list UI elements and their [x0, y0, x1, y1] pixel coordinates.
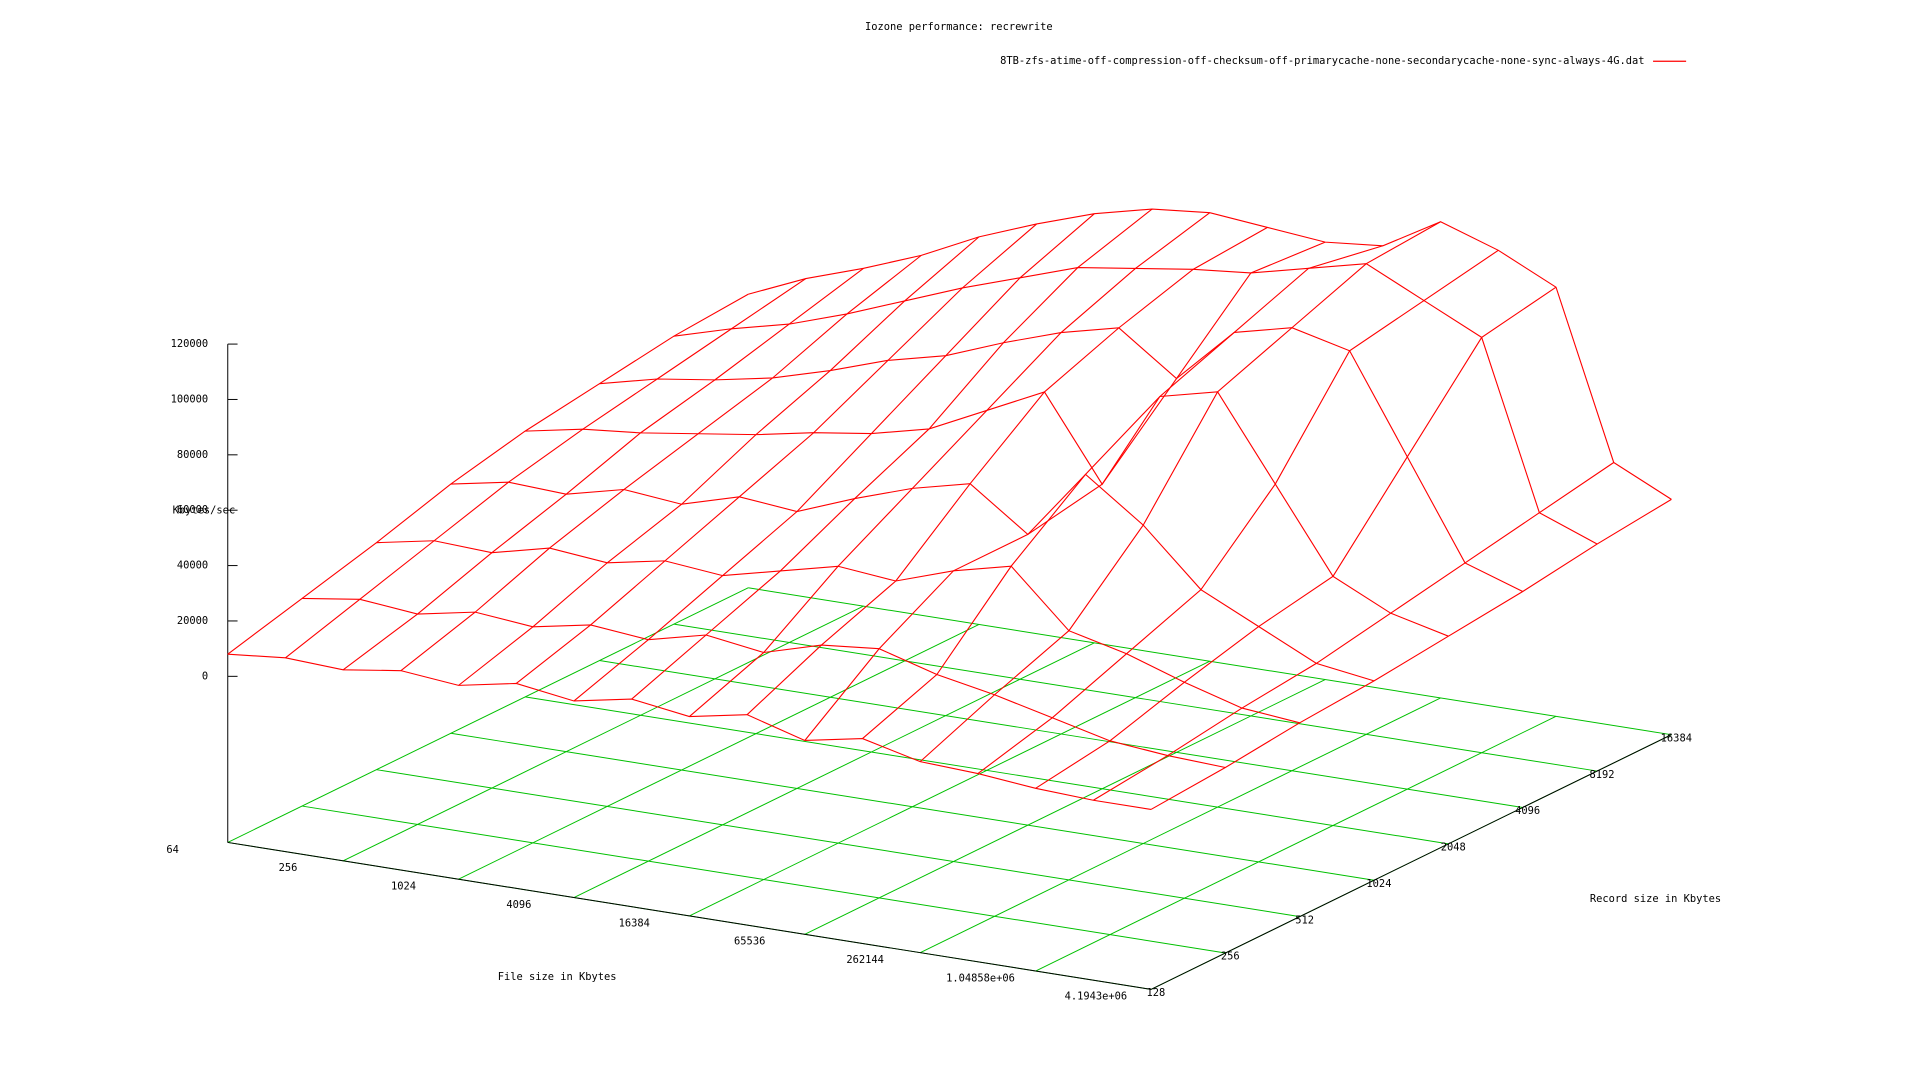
- surface-column: [977, 249, 1499, 775]
- grid-line: [804, 679, 1326, 935]
- surface-column: [804, 241, 1326, 741]
- grid-line: [689, 660, 1211, 917]
- surface-column: [862, 245, 1384, 740]
- y-tick-label: 16384: [1661, 732, 1692, 744]
- y-tick-label: 128: [1147, 987, 1166, 999]
- z-axis-label: Kbytes/sec: [173, 505, 236, 517]
- x-tick-label: 64: [166, 844, 179, 856]
- grid-line: [525, 696, 1449, 845]
- grid-line: [748, 587, 1672, 736]
- surface-column: [342, 267, 864, 671]
- surface-column: [1093, 462, 1615, 801]
- x-tick-label: 65536: [734, 936, 765, 948]
- z-tick-label: 80000: [177, 449, 208, 461]
- y-tick-label: 2048: [1441, 842, 1466, 854]
- grid-line: [573, 642, 1095, 898]
- x-tick-label: 16384: [619, 917, 650, 929]
- x-tick-label: 1024: [391, 881, 416, 893]
- surface-column: [458, 236, 980, 686]
- surface-column: [400, 254, 922, 672]
- surface-row: [227, 653, 1152, 810]
- floor-border: [227, 734, 1672, 990]
- surface-column: [746, 226, 1268, 716]
- surface-row: [525, 391, 1449, 637]
- surface-row: [376, 540, 1300, 724]
- grid-line: [673, 623, 1598, 772]
- surface-column: [919, 221, 1441, 763]
- z-tick-label: 60000: [177, 504, 208, 516]
- grid-line: [450, 732, 1375, 881]
- grid-line: [1035, 715, 1557, 972]
- surface-column: [573, 213, 1095, 702]
- legend-label: 8TB-zfs-atime-off-compression-off-checks…: [1000, 55, 1644, 67]
- surface-row: [748, 208, 1672, 500]
- surface-row: [673, 263, 1598, 545]
- surface-column: [515, 223, 1038, 684]
- y-tick-label: 1024: [1366, 878, 1391, 890]
- grid-line: [919, 697, 1441, 954]
- grid-line: [302, 805, 1226, 954]
- x-tick-label: 262144: [846, 954, 884, 966]
- grid-line: [599, 660, 1523, 808]
- grid-line: [458, 624, 980, 880]
- surface-column: [689, 212, 1211, 717]
- y-tick-label: 4096: [1515, 805, 1540, 817]
- y-tick-label: 256: [1221, 951, 1240, 963]
- surface-column: [631, 208, 1153, 700]
- surface-column: [227, 293, 749, 655]
- surface-column: [285, 278, 807, 659]
- surface-row: [599, 327, 1523, 592]
- y-tick-label: 8192: [1589, 769, 1614, 781]
- y-axis-label: Record size in Kbytes: [1590, 893, 1721, 905]
- x-tick-label: 4096: [506, 899, 531, 911]
- x-tick-label: 4.1943e+06: [1065, 991, 1128, 1003]
- z-tick-label: 40000: [177, 560, 208, 572]
- z-tick-label: 0: [202, 670, 208, 682]
- grid-line: [376, 769, 1300, 918]
- x-axis-label: File size in Kbytes: [498, 971, 617, 983]
- surface-row: [302, 597, 1226, 769]
- z-tick-label: 20000: [177, 615, 208, 627]
- x-tick-label: 256: [279, 862, 298, 874]
- grid-line: [227, 587, 749, 843]
- grid-line: [342, 605, 864, 862]
- surface-column: [1150, 498, 1672, 810]
- y-tick-label: 512: [1295, 914, 1314, 926]
- x-tick-label: 1.04858e+06: [946, 972, 1015, 984]
- z-tick-label: 120000: [171, 338, 209, 350]
- z-tick-label: 100000: [171, 393, 209, 405]
- chart-title: Iozone performance: recrewrite: [865, 21, 1053, 33]
- surface-column: [1035, 286, 1557, 789]
